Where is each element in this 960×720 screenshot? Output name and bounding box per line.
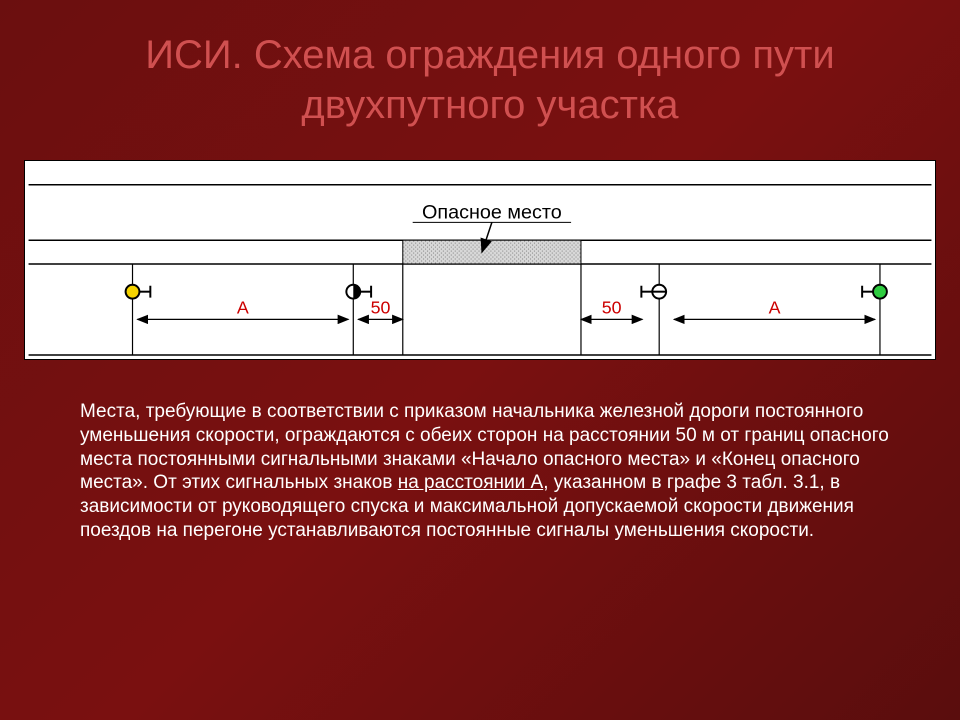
svg-text:А: А [769,297,781,317]
svg-text:А: А [237,297,249,317]
diagram: Опасное место А 50 50 А [24,160,936,360]
svg-text:Опасное место: Опасное место [422,201,562,223]
body-text-underlined: на расстоянии А [398,472,544,493]
track-diagram: Опасное место А 50 50 А [25,161,935,359]
slide-title: ИСИ. Схема ограждения одного пути двухпу… [0,0,960,150]
body-paragraph: Места, требующие в соответствии с приказ… [0,360,960,543]
svg-text:50: 50 [371,297,391,317]
svg-text:50: 50 [602,297,622,317]
